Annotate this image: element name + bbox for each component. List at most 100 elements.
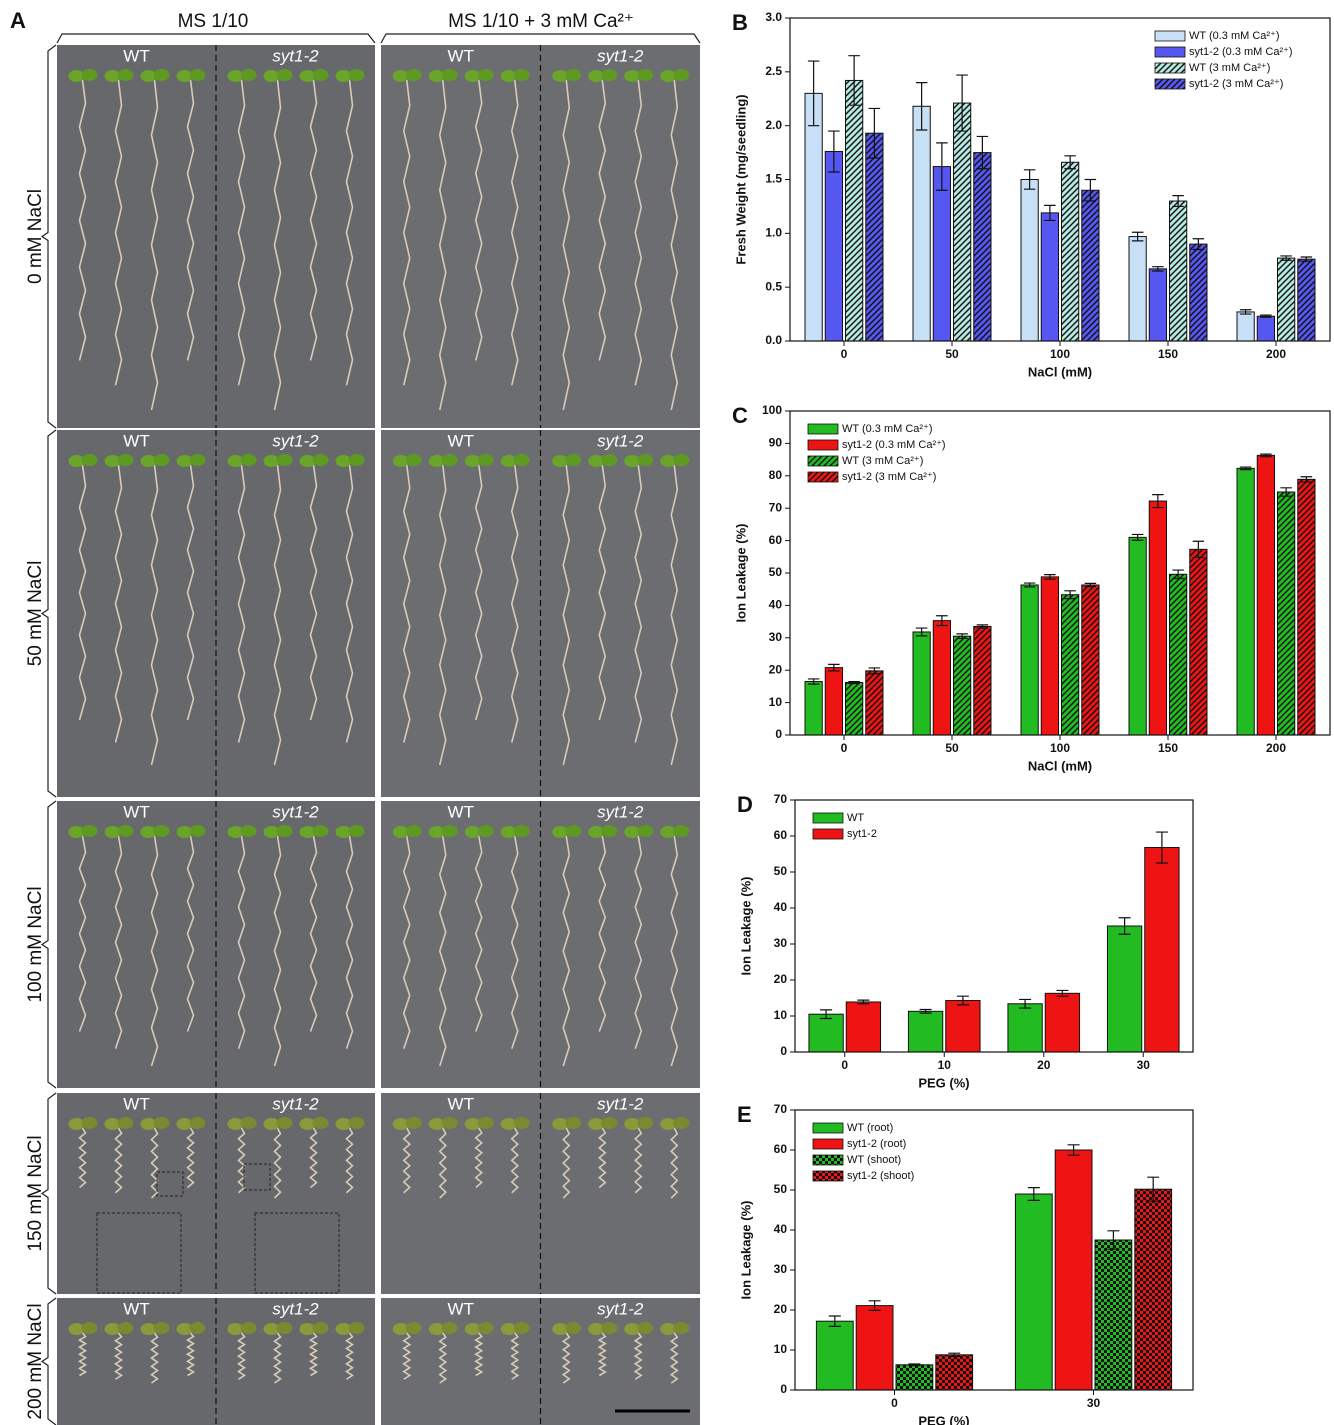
seedling-leaf [349, 1322, 365, 1334]
bar [846, 683, 863, 735]
seedling-leaf [442, 1117, 458, 1129]
seedling-leaf [241, 1322, 257, 1334]
bar [809, 1014, 843, 1052]
bar [1008, 1004, 1042, 1052]
seedling-leaf [406, 1117, 422, 1129]
bar [1129, 537, 1146, 735]
plot-frame [795, 1110, 1193, 1390]
bar [974, 626, 991, 735]
bar [1062, 595, 1079, 735]
seedling-leaf [406, 69, 422, 81]
seedling-leaf [637, 69, 653, 81]
legend-swatch [808, 472, 838, 482]
bar [1021, 180, 1038, 342]
y-tick-label: 60 [769, 533, 783, 547]
y-tick-label: 10 [774, 1008, 788, 1022]
bar [1298, 479, 1315, 735]
seedling-leaf [313, 454, 329, 466]
legend-swatch [813, 813, 843, 823]
seedling-leaf [190, 69, 206, 81]
row-label: 100 mM NaCl [25, 886, 46, 1002]
bar [913, 106, 930, 341]
genotype-label: syt1-2 [272, 431, 319, 450]
bar [1298, 259, 1315, 341]
seedling-leaf [601, 454, 617, 466]
seedling-leaf [601, 69, 617, 81]
x-tick-label: 200 [1266, 741, 1286, 755]
seedling-leaf [277, 1117, 293, 1129]
bar [1149, 501, 1166, 735]
bar [1041, 577, 1058, 735]
bar [1190, 549, 1207, 735]
y-tick-label: 100 [762, 403, 782, 417]
seedling-leaf [241, 825, 257, 837]
column-header: MS 1/10 + 3 mM Ca²⁺ [448, 11, 634, 32]
x-tick-label: 10 [938, 1058, 952, 1072]
genotype-label: WT [123, 431, 149, 450]
seedling-leaf [514, 1322, 530, 1334]
bar [1145, 848, 1179, 1052]
y-tick-label: 0 [780, 1044, 787, 1058]
genotype-label: syt1-2 [597, 1299, 644, 1318]
bar [1082, 585, 1099, 735]
x-axis-title: NaCl (mM) [1028, 364, 1092, 379]
y-tick-label: 40 [774, 1222, 788, 1236]
y-tick-label: 10 [769, 695, 783, 709]
seedling-leaf [313, 1322, 329, 1334]
bar [1041, 213, 1058, 341]
seedling-leaf [514, 825, 530, 837]
bar [1082, 190, 1099, 341]
bar [974, 153, 991, 341]
seedling-leaf [565, 454, 581, 466]
row-label: 0 mM NaCl [25, 189, 46, 284]
x-tick-label: 30 [1087, 1396, 1101, 1410]
legend-swatch [808, 456, 838, 466]
seedling-leaf [154, 1322, 170, 1334]
genotype-label: WT [123, 802, 149, 821]
y-tick-label: 40 [769, 598, 783, 612]
seedling-leaf [478, 69, 494, 81]
y-tick-label: 80 [769, 468, 783, 482]
seedling-leaf [154, 454, 170, 466]
seedling-leaf [349, 825, 365, 837]
seedling-leaf [637, 454, 653, 466]
y-tick-label: 0.5 [765, 279, 782, 293]
seedling-leaf [601, 1117, 617, 1129]
seedling-leaf [277, 825, 293, 837]
bar [933, 621, 950, 735]
x-tick-label: 0 [841, 347, 848, 361]
seedling-leaf [82, 69, 98, 81]
legend-swatch [813, 1171, 843, 1181]
seedling-leaf [82, 825, 98, 837]
row-label: 200 mM NaCl [25, 1303, 46, 1419]
bar [1278, 258, 1295, 341]
bar [1045, 993, 1079, 1052]
seedling-leaf [478, 454, 494, 466]
legend-label: syt1-2 (root) [847, 1138, 906, 1150]
y-tick-label: 1.5 [765, 172, 782, 186]
seedling-leaf [478, 1117, 494, 1129]
seedling-leaf [565, 1117, 581, 1129]
legend-label: WT (0.3 mM Ca²⁺) [842, 423, 933, 435]
seedling-leaf [118, 69, 134, 81]
seedling-leaf [637, 1117, 653, 1129]
legend-swatch [813, 1123, 843, 1133]
bar [1129, 237, 1146, 341]
seedling-leaf [313, 1117, 329, 1129]
y-tick-label: 10 [774, 1342, 788, 1356]
seedling-leaf [118, 1322, 134, 1334]
seedling-leaf [565, 69, 581, 81]
legend-swatch [1155, 63, 1185, 73]
bar [1257, 455, 1274, 735]
genotype-label: WT [123, 46, 149, 65]
genotype-label: WT [448, 1299, 474, 1318]
x-tick-label: 20 [1037, 1058, 1051, 1072]
y-tick-label: 30 [769, 630, 783, 644]
bar [896, 1365, 933, 1390]
seedling-leaf [601, 825, 617, 837]
x-tick-label: 30 [1137, 1058, 1151, 1072]
x-tick-label: 50 [945, 347, 959, 361]
bar [1095, 1240, 1132, 1390]
bar [856, 1306, 893, 1390]
column-brace [57, 34, 700, 43]
